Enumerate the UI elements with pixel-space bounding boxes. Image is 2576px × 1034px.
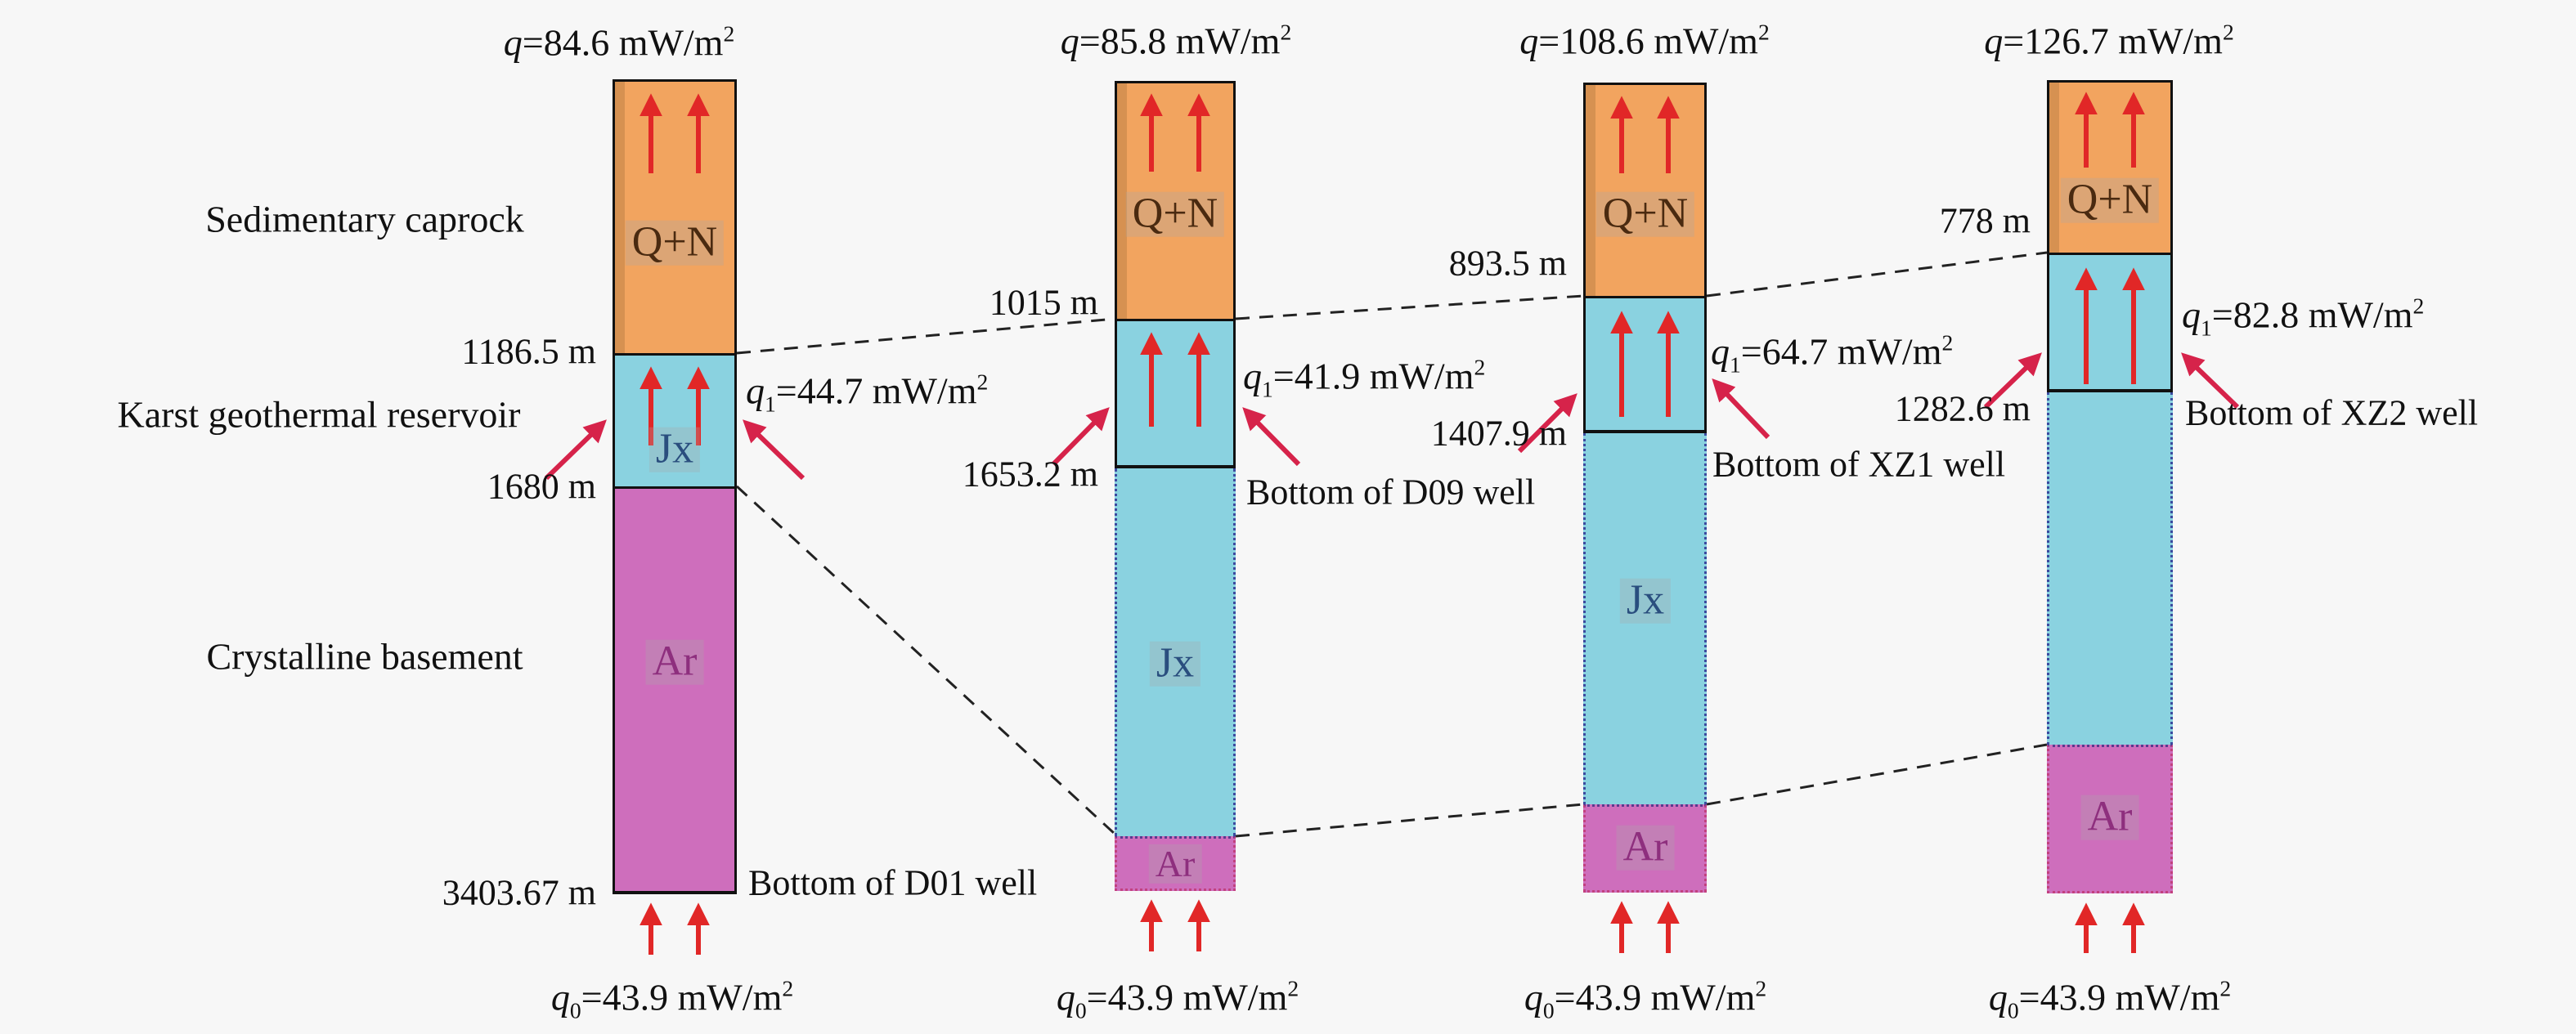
depth-label-well-bottom-d09: 1653.2 m [962, 454, 1098, 495]
q-symbol: q [503, 21, 523, 64]
well-bottom-label-d01: Bottom of D01 well [748, 862, 1038, 903]
q1-symbol: q [2182, 293, 2201, 336]
reservoir-heat-flow-label-xz2: q1=82.8 mW/m2 [2182, 293, 2425, 341]
well-d01-reservoir-section [613, 353, 737, 486]
q-symbol: q [1060, 20, 1079, 62]
pointer-arrow [1242, 407, 1301, 467]
surface-heat-flow-label-xz1: q=108.6 mW/m2 [1519, 19, 1770, 62]
well-d09-reservoir-inferred-section [1115, 468, 1236, 836]
layer-label-basement: Ar [2080, 795, 2139, 840]
q0-symbol: q [1988, 976, 2008, 1018]
reservoir-heat-flow-label-d09: q1=41.9 mW/m2 [1243, 354, 1486, 402]
depth-label-caprock-bottom-xz1: 893.5 m [1448, 243, 1567, 284]
layer-label-basement: Ar [1616, 825, 1675, 871]
well-bottom-label-xz1: Bottom of XZ1 well [1712, 444, 2006, 485]
well-xz1-basement-inferred-section [1583, 804, 1707, 893]
q0-symbol: q [1524, 976, 1543, 1018]
layer-label-reservoir: Jx [648, 427, 701, 472]
layer-label-reservoir: Jx [1619, 578, 1672, 624]
layer-label-basement: Ar [1148, 844, 1202, 884]
depth-label-caprock-bottom-xz2: 778 m [1939, 200, 2031, 241]
q1-symbol: q [1243, 355, 1262, 397]
well-xz2-reservoir-inferred-section [2047, 392, 2173, 745]
q-symbol: q [1519, 20, 1539, 62]
caprock-heat-arrows [640, 92, 2145, 173]
well-xz1-reservoir-section [1583, 296, 1707, 433]
well-xz2-reservoir-section [2047, 253, 2173, 392]
category-label-sedimentary-caprock: Sedimentary caprock [205, 198, 524, 240]
depth-label-well-bottom-xz2: 1282.6 m [1894, 388, 2031, 429]
well-d09-reservoir-section [1115, 319, 1236, 468]
q-symbol: q [1984, 20, 2004, 62]
q1-symbol: q [746, 369, 765, 412]
pointer-arrow [743, 419, 806, 481]
basal-heat-flow-label-xz1: q0=43.9 mW/m2 [1524, 975, 1767, 1023]
correlation-dashed-line-caprock-1 [736, 317, 1115, 355]
category-label-crystalline-basement: Crystalline basement [206, 635, 523, 678]
basal-heat-flow-label-xz2: q0=43.9 mW/m2 [1988, 975, 2232, 1023]
well-bottom-label-xz2: Bottom of XZ2 well [2185, 392, 2479, 433]
correlation-dashed-line-basement-3 [1706, 743, 2048, 806]
basal-heat-flow-label-d01: q0=43.9 mW/m2 [550, 975, 794, 1023]
layer-label-caprock: Q+N [1125, 191, 1225, 237]
reservoir-heat-flow-label-d01: q1=44.7 mW/m2 [746, 369, 989, 417]
correlation-dashed-line-basement-1 [735, 485, 1116, 835]
layer-label-basement: Ar [645, 639, 704, 685]
well-xz2-caprock-section [2047, 80, 2173, 253]
layer-label-caprock: Q+N [2060, 177, 2160, 223]
well-xz1-caprock-section [1583, 83, 1707, 296]
correlation-dashed-line-caprock-2 [1235, 294, 1584, 320]
basal-heat-flow-label-d09: q0=43.9 mW/m2 [1056, 975, 1299, 1023]
surface-heat-flow-label-d09: q=85.8 mW/m2 [1060, 19, 1292, 62]
correlation-dashed-line-basement-2 [1235, 803, 1584, 838]
pointer-arrow [1712, 378, 1770, 440]
well-bottom-label-d09: Bottom of D09 well [1246, 472, 1536, 513]
basal-heat-arrows [640, 899, 2145, 955]
surface-heat-flow-label-xz2: q=126.7 mW/m2 [1984, 19, 2234, 62]
well-d01-basement-section [613, 486, 737, 894]
q0-symbol: q [1056, 976, 1075, 1018]
well-xz1-reservoir-inferred-section [1583, 433, 1707, 804]
depth-label-well-bottom-d01: 3403.67 m [442, 872, 596, 913]
well-d01-caprock-section [613, 79, 737, 353]
depth-label-caprock-bottom-d01: 1186.5 m [461, 331, 596, 372]
well-d09-caprock-section [1115, 81, 1236, 319]
depth-label-well-bottom-xz1: 1407.9 m [1430, 413, 1567, 454]
q0-symbol: q [550, 976, 570, 1018]
layer-label-caprock: Q+N [1595, 191, 1695, 237]
well-xz2-basement-inferred-section [2047, 745, 2173, 893]
well-d09-basement-inferred-section [1115, 836, 1236, 891]
depth-label-caprock-bottom-d09: 1015 m [989, 282, 1098, 323]
q1-symbol: q [1711, 330, 1730, 373]
layer-label-reservoir: Jx [1149, 641, 1201, 687]
category-label-karst-geothermal-reservoir: Karst geothermal reservoir [117, 393, 521, 436]
depth-label-reservoir-bottom-d01: 1680 m [487, 466, 596, 507]
surface-heat-flow-label-d01: q=84.6 mW/m2 [503, 20, 735, 64]
correlation-dashed-line-caprock-3 [1706, 251, 2048, 298]
reservoir-heat-flow-label-xz1: q1=64.7 mW/m2 [1711, 329, 1954, 378]
layer-label-caprock: Q+N [625, 220, 725, 266]
